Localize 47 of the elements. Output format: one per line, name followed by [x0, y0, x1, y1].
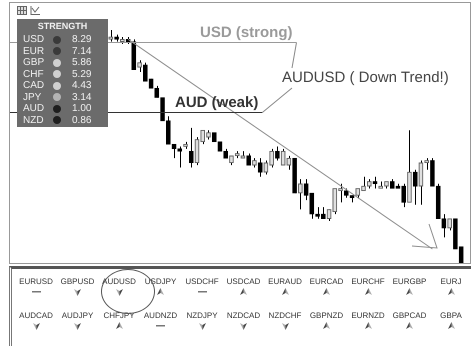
category-label: EURNZD: [350, 311, 386, 320]
category-label: EURJ: [440, 277, 462, 286]
candlestick: [275, 146, 280, 161]
candlestick: [310, 192, 314, 220]
category-label: AUD: [23, 103, 46, 114]
text: 1.00: [72, 103, 92, 114]
category-label: JPY: [23, 92, 42, 103]
text: 0.86: [72, 114, 92, 126]
category-label: NZDCHF: [268, 311, 302, 320]
text: 3.14: [72, 92, 92, 103]
category-label: GBP: [23, 57, 46, 68]
category-label: AUDCAD: [18, 311, 54, 320]
text: STRENGTH: [36, 21, 88, 31]
category-label: USDCHF: [184, 277, 220, 286]
category-label: NZDCAD: [226, 311, 262, 320]
category-label: NZD: [23, 114, 45, 126]
category-label: EURAUD: [267, 277, 303, 286]
text: 5.29: [72, 68, 92, 80]
category-label: USD: [23, 34, 46, 46]
candlestick: [442, 214, 446, 238]
category-label: EURGBP: [392, 277, 428, 286]
text: 4.43: [72, 80, 92, 92]
annotation: AUDUSD ( Down Trend!): [282, 69, 449, 86]
category-label: AUDNZD: [142, 311, 178, 320]
category-label: GBPNZD: [308, 311, 344, 320]
ref-line-label: USD (strong): [200, 24, 292, 42]
category-label: EURUSD: [18, 277, 54, 286]
category-label: EURCAD: [308, 277, 344, 286]
category-label: NZDJPY: [185, 311, 219, 320]
text: 5.86: [72, 57, 92, 68]
candlestick: [412, 169, 418, 206]
category-label: EURCHF: [350, 277, 386, 286]
category-label: EUR: [23, 46, 46, 57]
candlestick: [188, 127, 194, 168]
category-label: USDCAD: [226, 277, 262, 286]
category-label: GBPCAD: [392, 311, 428, 320]
candlestick: [258, 158, 262, 178]
text: 8.29: [72, 34, 92, 46]
category-label: GBPA: [439, 311, 463, 320]
category-label: CAD: [23, 80, 46, 92]
category-label: AUDJPY: [60, 311, 94, 320]
candlestick: [246, 152, 252, 166]
category-label: GBPUSD: [60, 277, 96, 286]
candlestick: [372, 176, 378, 189]
candlestick: [304, 178, 308, 201]
category-label: CHF: [23, 68, 45, 80]
text: 7.14: [72, 46, 92, 57]
